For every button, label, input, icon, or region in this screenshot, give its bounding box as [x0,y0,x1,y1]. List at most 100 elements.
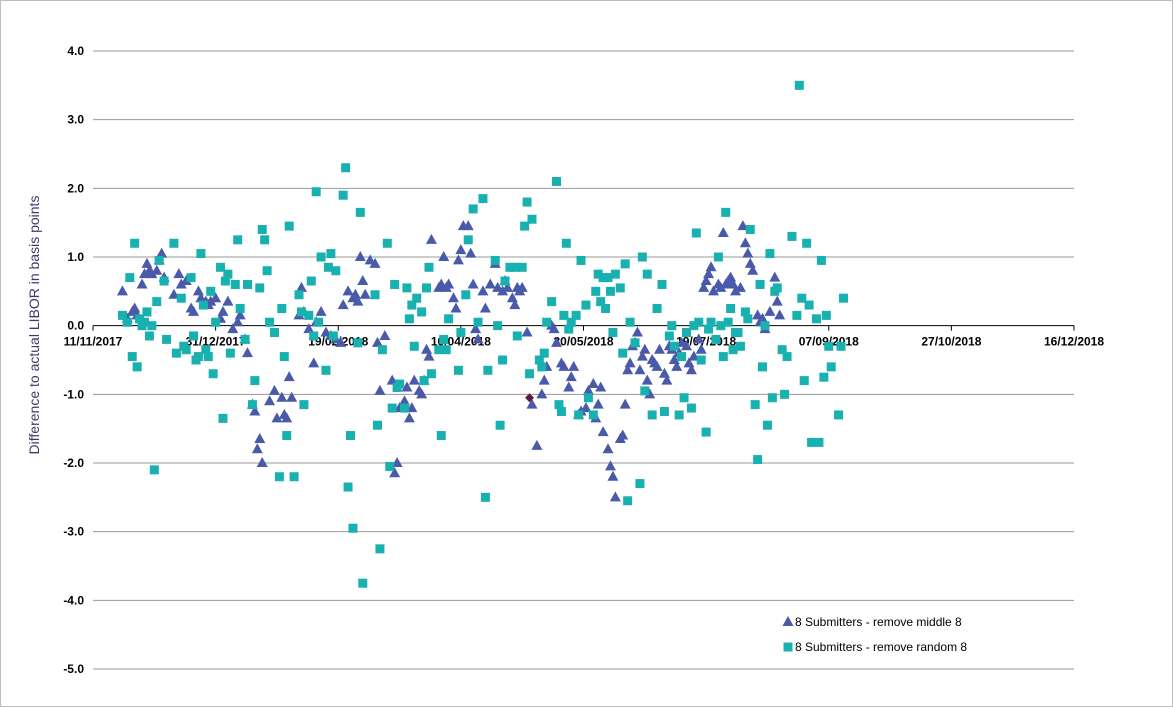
point-remove-random-8 [419,376,429,386]
point-remove-middle-8 [462,220,474,231]
point-remove-random-8 [117,310,127,320]
point-remove-random-8 [412,293,422,303]
point-remove-middle-8 [180,275,192,286]
point-remove-middle-8 [595,381,607,392]
point-remove-middle-8 [538,374,550,385]
point-remove-random-8 [539,348,549,358]
point-remove-random-8 [328,331,338,341]
point-remove-random-8 [811,314,821,324]
point-remove-middle-8 [497,285,509,296]
point-remove-middle-8 [531,439,543,450]
point-remove-middle-8 [774,309,786,320]
point-remove-random-8 [255,283,265,293]
point-remove-middle-8 [477,285,489,296]
x-tick-label: 19/07/2018 [676,335,736,349]
point-remove-middle-8 [470,323,482,334]
point-remove-random-8 [144,331,154,341]
point-remove-random-8 [794,80,804,90]
legend-item-random [783,642,793,652]
point-remove-random-8 [733,328,743,338]
point-remove-random-8 [797,293,807,303]
point-remove-middle-8 [681,340,693,351]
point-remove-random-8 [642,269,652,279]
point-remove-random-8 [691,228,701,238]
x-axis [92,325,1075,331]
x-tick-label: 11/11/2017 [64,335,123,349]
point-remove-random-8 [453,365,463,375]
point-remove-random-8 [574,410,584,420]
point-remove-random-8 [608,328,618,338]
point-remove-random-8 [404,314,414,324]
point-remove-middle-8 [443,278,455,289]
point-remove-random-8 [240,334,250,344]
point-remove-random-8 [198,300,208,310]
point-remove-random-8 [235,304,245,313]
point-remove-random-8 [561,238,571,248]
point-remove-random-8 [677,352,687,362]
point-remove-random-8 [162,334,172,344]
point-remove-random-8 [196,249,206,259]
point-remove-middle-8 [558,360,570,371]
point-remove-random-8 [598,273,608,283]
point-remove-random-8 [269,328,279,338]
point-remove-random-8 [814,437,824,447]
point-remove-random-8 [468,204,478,214]
point-remove-random-8 [767,393,777,403]
point-remove-middle-8 [283,371,295,382]
point-remove-middle-8 [352,295,364,306]
point-remove-middle-8 [129,302,141,313]
point-remove-random-8 [377,345,387,355]
point-remove-random-8 [750,400,760,410]
point-remove-middle-8 [597,426,609,437]
point-remove-middle-8 [737,220,749,231]
point-remove-random-8 [355,207,365,217]
point-remove-middle-8 [398,395,410,406]
point-remove-random-8 [821,310,831,320]
point-remove-middle-8 [271,412,283,423]
point-remove-random-8 [341,163,351,173]
point-remove-middle-8 [374,384,386,395]
point-remove-middle-8 [281,412,293,423]
point-remove-random-8 [721,207,731,217]
point-remove-random-8 [591,286,601,296]
point-remove-middle-8 [757,312,769,323]
point-remove-random-8 [409,341,419,351]
point-remove-middle-8 [222,295,234,306]
point-remove-random-8 [792,310,802,320]
point-remove-random-8 [694,317,704,327]
point-remove-random-8 [299,400,309,410]
point-remove-random-8 [439,334,449,344]
point-remove-random-8 [552,176,562,186]
point-remove-random-8 [615,283,625,293]
point-remove-middle-8 [744,257,756,268]
point-remove-middle-8 [227,323,239,334]
point-remove-random-8 [375,544,385,554]
point-remove-middle-8 [619,398,631,409]
point-remove-random-8 [826,362,836,372]
point-remove-random-8 [250,376,260,386]
point-remove-middle-8 [357,275,369,286]
point-remove-random-8 [478,194,488,204]
point-remove-random-8 [510,262,520,272]
point-remove-random-8 [189,331,199,341]
point-remove-random-8 [159,276,169,286]
point-remove-middle-8 [342,285,354,296]
point-remove-random-8 [517,262,527,272]
point-remove-random-8 [669,341,679,351]
point-remove-random-8 [132,362,142,372]
point-remove-random-8 [816,255,826,265]
point-remove-random-8 [620,259,630,269]
point-remove-random-8 [348,523,358,533]
point-remove-middle-8 [403,412,415,423]
y-tick-label: -4.0 [63,593,84,607]
point-remove-middle-8 [276,391,288,402]
point-remove-middle-8 [234,309,246,320]
point-remove-random-8 [306,276,316,286]
point-remove-middle-8 [188,305,200,316]
point-remove-random-8 [480,492,490,502]
point-remove-middle-8 [173,268,185,279]
legend-marker-middle [782,616,794,626]
point-remove-random-8 [216,262,226,272]
point-remove-random-8 [701,427,711,437]
